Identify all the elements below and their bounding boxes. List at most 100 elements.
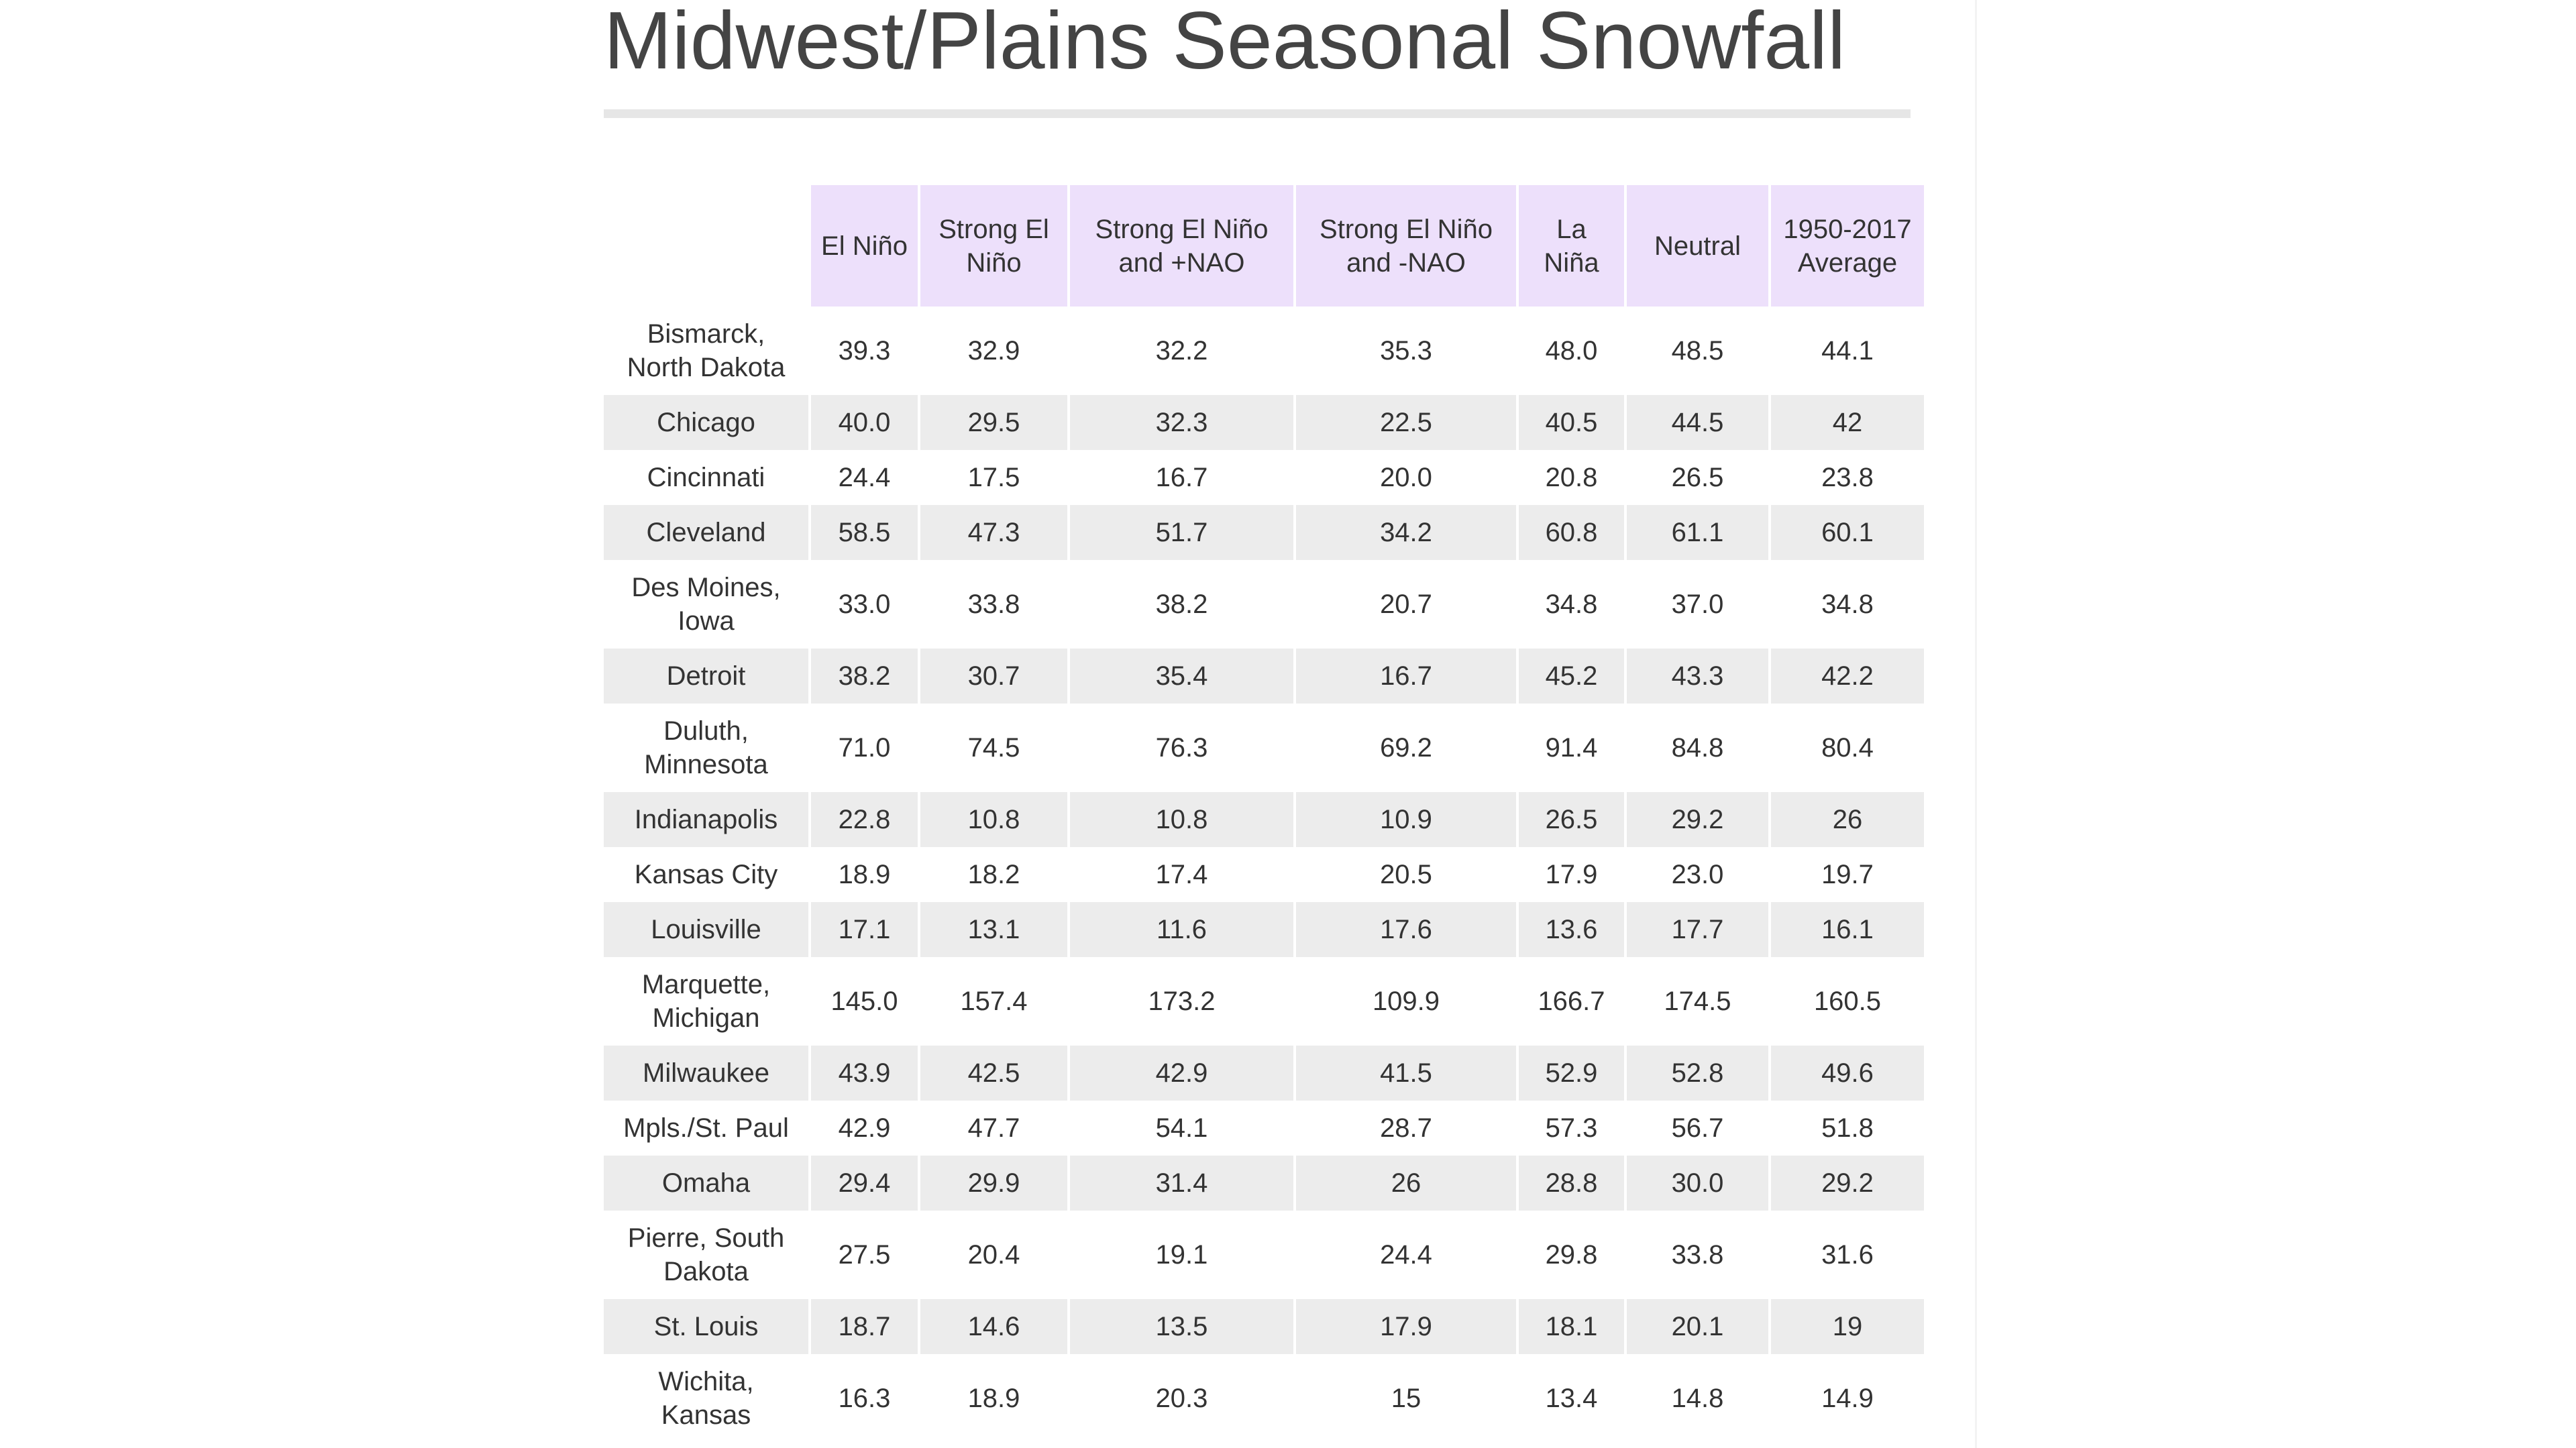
row-label: Mpls./St. Paul (623, 1113, 789, 1143)
cell: 47.7 (967, 1113, 1020, 1143)
cell: 10.8 (1070, 792, 1293, 847)
cell: 157.4 (960, 987, 1028, 1016)
cell: 17.5 (967, 463, 1020, 492)
cell: 16.7 (1155, 463, 1208, 492)
table-row: Omaha 29.4 29.9 31.4 26 28.8 30.0 29.2 (604, 1156, 1924, 1211)
cell: 17.6 (1296, 902, 1516, 957)
cell: 160.5 (1813, 987, 1882, 1016)
corner (604, 185, 808, 307)
cell: 17.7 (1627, 902, 1768, 957)
column-header: 1950-2017 Average (1771, 185, 1924, 307)
column-header: Strong El Niño and +NAO (1070, 185, 1293, 307)
cell: 174.5 (1664, 987, 1731, 1016)
cell: 42 (1771, 395, 1924, 450)
cell: 17.9 (1545, 860, 1598, 889)
row-label: Omaha (604, 1156, 808, 1211)
table-row: Pierre, South Dakota 27.5 20.4 19.1 24.4 29.8… (604, 1211, 1924, 1299)
cell: 13.4 (1545, 1384, 1598, 1413)
divider (1975, 0, 1977, 1448)
row-label: Bismarck, North Dakota (627, 319, 786, 382)
cell: 10.9 (1296, 792, 1516, 847)
cell: 28.8 (1519, 1156, 1624, 1211)
cell: 18.1 (1519, 1299, 1624, 1354)
column-header: Neutral (1627, 185, 1768, 307)
cell: 16.1 (1771, 902, 1924, 957)
cell: 18.7 (811, 1299, 918, 1354)
cell: 17.1 (811, 902, 918, 957)
cell: 42.5 (920, 1046, 1067, 1101)
row-label: Kansas City (634, 860, 778, 889)
cell: 32.3 (1070, 395, 1293, 450)
row-label: Chicago (604, 395, 808, 450)
cell: 54.1 (1155, 1113, 1208, 1143)
cell: 43.9 (811, 1046, 918, 1101)
row-label: Detroit (604, 649, 808, 704)
cell: 34.2 (1296, 505, 1516, 560)
table-row: Cincinnati 24.4 17.5 16.7 20.0 20.8 26.5 23.8 (604, 450, 1924, 505)
cell: 19.7 (1821, 860, 1874, 889)
cell: 11.6 (1070, 902, 1293, 957)
cell: 10.8 (920, 792, 1067, 847)
cell: 29.9 (920, 1156, 1067, 1211)
cell: 76.3 (1155, 733, 1208, 763)
cell: 47.3 (920, 505, 1067, 560)
cell: 166.7 (1538, 987, 1605, 1016)
cell: 32.9 (967, 336, 1020, 366)
cell: 22.8 (811, 792, 918, 847)
page-title: Midwest/Plains Seasonal Snowfall (604, 0, 1846, 86)
cell: 80.4 (1821, 733, 1874, 763)
column-header: Strong El Niño and -NAO (1296, 185, 1516, 307)
cell: 91.4 (1545, 733, 1598, 763)
cell: 58.5 (811, 505, 918, 560)
cell: 33.8 (967, 590, 1020, 619)
cell: 20.5 (1380, 860, 1432, 889)
row-label: Cleveland (604, 505, 808, 560)
cell: 26.5 (1519, 792, 1624, 847)
table-row: Marquette, Michigan 145.0 157.4 173.2 109.9 1… (604, 957, 1924, 1046)
cell: 20.8 (1545, 463, 1598, 492)
cell: 40.0 (811, 395, 918, 450)
cell: 24.4 (838, 463, 891, 492)
cell: 173.2 (1148, 987, 1216, 1016)
cell: 27.5 (838, 1240, 891, 1270)
header-row: El Niño Strong El Niño Strong El Niño and … (604, 185, 1924, 307)
cell: 22.5 (1296, 395, 1516, 450)
cell: 16.3 (838, 1384, 891, 1413)
cell: 52.9 (1519, 1046, 1624, 1101)
cell: 35.4 (1070, 649, 1293, 704)
cell: 42.9 (1070, 1046, 1293, 1101)
table-row: Bismarck, North Dakota 39.3 32.9 32.2 35.3 48… (604, 307, 1924, 395)
cell: 61.1 (1627, 505, 1768, 560)
cell: 18.9 (967, 1384, 1020, 1413)
table-row: Milwaukee 43.9 42.5 42.9 41.5 52.9 52.8 49.6 (604, 1046, 1924, 1101)
cell: 33.0 (838, 590, 891, 619)
cell: 24.4 (1380, 1240, 1432, 1270)
row-label: Marquette, Michigan (641, 970, 771, 1033)
column-header: La Niña (1519, 185, 1624, 307)
cell: 30.7 (920, 649, 1067, 704)
cell: 145.0 (830, 987, 898, 1016)
row-label: Pierre, South Dakota (627, 1223, 785, 1286)
cell: 42.2 (1771, 649, 1924, 704)
cell: 17.4 (1155, 860, 1208, 889)
cell: 37.0 (1671, 590, 1724, 619)
cell: 26 (1296, 1156, 1516, 1211)
cell: 23.8 (1821, 463, 1874, 492)
row-label: Des Moines, Iowa (631, 573, 781, 636)
cell: 29.5 (920, 395, 1067, 450)
cell: 45.2 (1519, 649, 1624, 704)
cell: 38.2 (811, 649, 918, 704)
table-row: St. Louis 18.7 14.6 13.5 17.9 18.1 20.1 19 (604, 1299, 1924, 1354)
cell: 19 (1771, 1299, 1924, 1354)
cell: 109.9 (1372, 987, 1440, 1016)
cell: 56.7 (1671, 1113, 1724, 1143)
cell: 48.0 (1545, 336, 1598, 366)
cell: 30.0 (1627, 1156, 1768, 1211)
cell: 20.3 (1155, 1384, 1208, 1413)
cell: 38.2 (1155, 590, 1208, 619)
table-row: Cleveland 58.5 47.3 51.7 34.2 60.8 61.1 60.1 (604, 505, 1924, 560)
cell: 39.3 (838, 336, 891, 366)
cell: 26.5 (1671, 463, 1724, 492)
cell: 20.1 (1627, 1299, 1768, 1354)
